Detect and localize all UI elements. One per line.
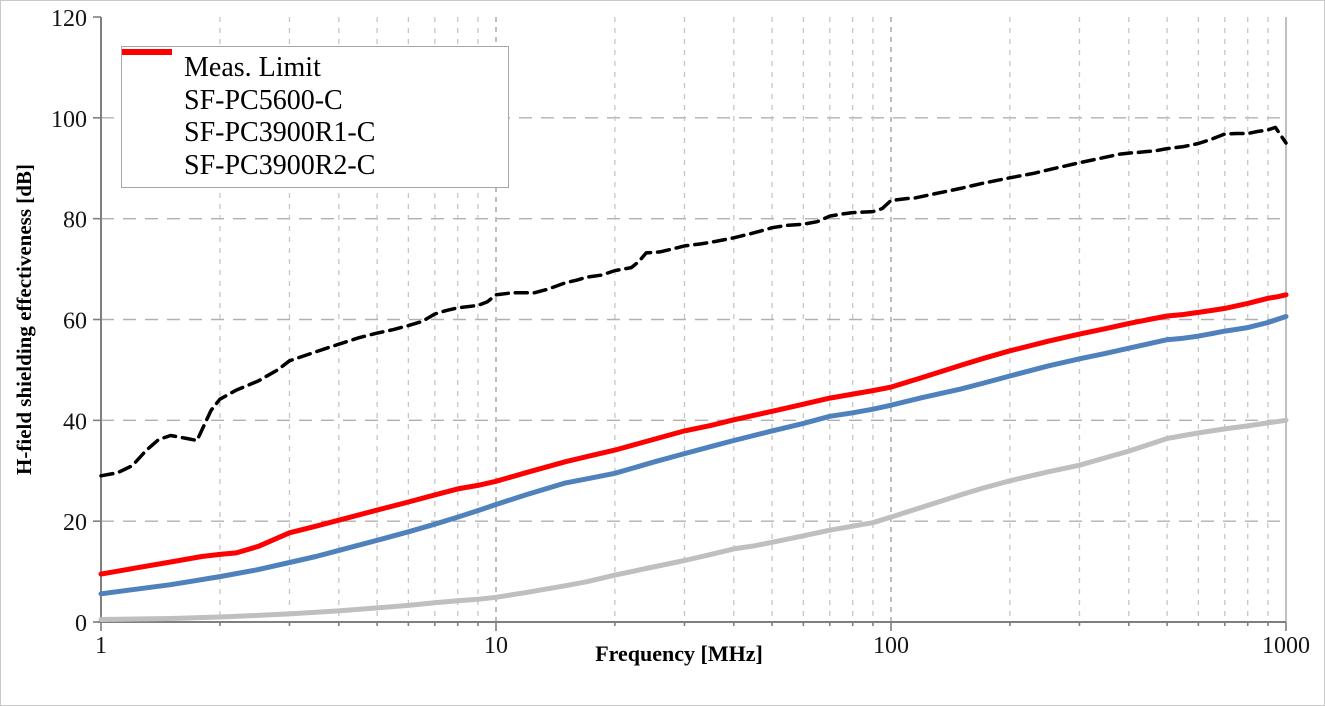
x-tick-label-1: 1 (95, 633, 107, 659)
y-tick-label-0: 0 (75, 611, 87, 637)
legend: Meas. Limit SF-PC5600-C SF-PC3900R1-C SF… (121, 46, 509, 188)
legend-item-meas-limit: Meas. Limit (122, 50, 500, 84)
legend-item-sf-pc3900r2-c: SF-PC3900R2-C (122, 49, 500, 182)
y-tick-label-120: 120 (51, 6, 87, 32)
legend-item-sf-pc3900r1-c: SF-PC3900R1-C (122, 49, 500, 149)
x-axis-title: Frequency [MHz] (595, 641, 763, 666)
y-axis-title: H-field shielding effectiveness [dB] (12, 164, 36, 475)
legend-item-sf-pc5600-c: SF-PC5600-C (122, 49, 500, 117)
legend-label-sf-pc3900r1-c: SF-PC3900R1-C (184, 117, 376, 149)
series-line-sf-pc5600-c (98, 417, 1289, 622)
y-tick-label-20: 20 (63, 510, 87, 536)
legend-line-sample-sf-pc3900r2-c (122, 49, 172, 55)
y-tick-label-100: 100 (51, 107, 87, 133)
y-tick-label-60: 60 (63, 309, 87, 335)
series-line-sf-pc3900r1-c (98, 314, 1289, 597)
x-tick-label-1000: 1000 (1262, 633, 1310, 659)
y-tick-label-40: 40 (63, 409, 87, 435)
legend-label-meas-limit: Meas. Limit (184, 52, 321, 84)
series-line-meas-limit (99, 125, 1288, 478)
y-tick-label-80: 80 (63, 208, 87, 234)
x-tick-label-10: 10 (484, 633, 508, 659)
legend-label-sf-pc5600-c: SF-PC5600-C (184, 84, 343, 116)
legend-label-sf-pc3900r2-c: SF-PC3900R2-C (184, 149, 376, 181)
x-tick-label-100: 100 (873, 633, 909, 659)
series-line-sf-pc3900r2-c (98, 292, 1289, 577)
